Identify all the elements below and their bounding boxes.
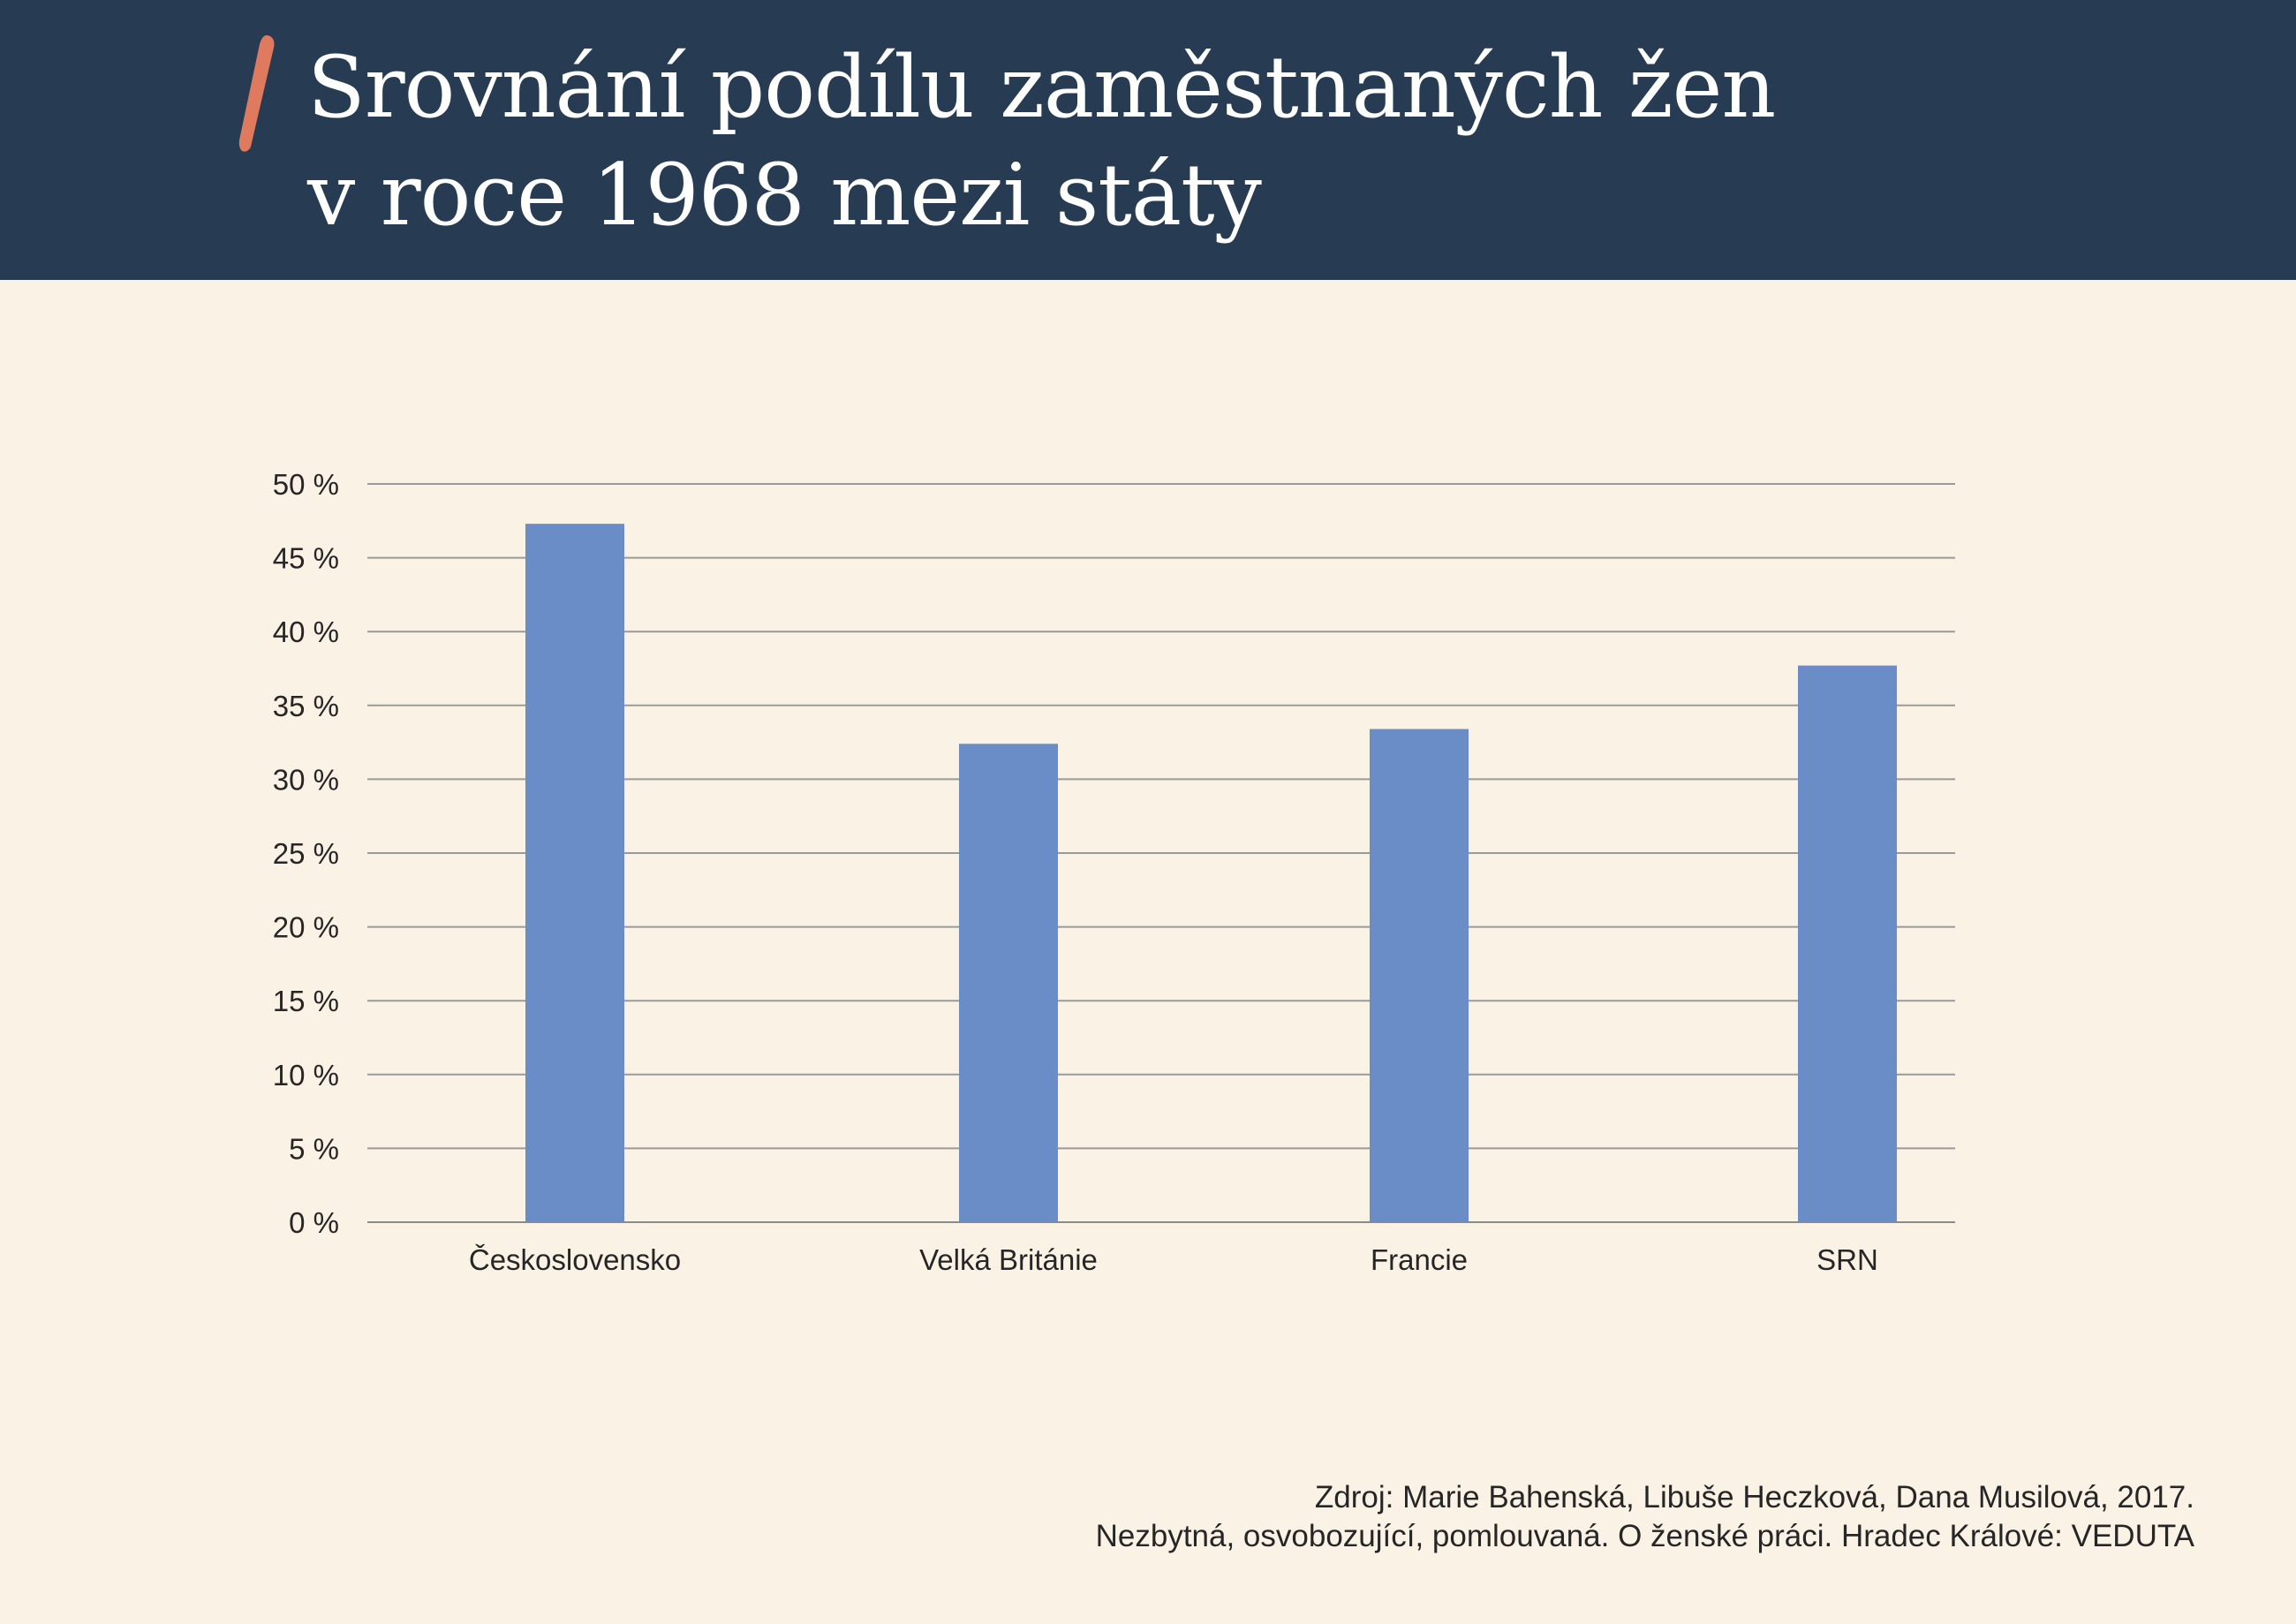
y-tick-label: 20 % [273, 911, 339, 944]
bar [959, 744, 1058, 1222]
y-tick-label: 10 % [273, 1059, 339, 1091]
y-tick-label: 5 % [289, 1132, 339, 1165]
title-line-1: Srovnání podílu zaměstnaných žen [307, 38, 1776, 137]
bar [525, 524, 624, 1222]
bars [525, 524, 1897, 1222]
y-tick-label: 30 % [273, 763, 339, 796]
y-tick-label: 15 % [273, 985, 339, 1017]
header-banner: Srovnání podílu zaměstnaných žen v roce … [0, 0, 2296, 280]
page-title: Srovnání podílu zaměstnaných žen v roce … [307, 34, 2206, 249]
x-axis-tick-labels: Československo Velká Británie Francie SRN [469, 1243, 1878, 1276]
title-line-2: v roce 1968 mezi státy [307, 146, 1262, 245]
source-line-2: Nezbytná, osvobozující, pomlouvaná. O že… [1095, 1519, 2194, 1553]
brush-stroke-icon [238, 35, 275, 152]
source-line-1: Zdroj: Marie Bahenská, Libuše Heczková, … [1314, 1480, 2194, 1514]
x-tick-label: Velká Británie [919, 1243, 1098, 1276]
y-tick-label: 0 % [289, 1206, 339, 1239]
y-tick-label: 25 % [273, 837, 339, 870]
y-tick-label: 45 % [273, 542, 339, 575]
y-axis-tick-labels: 0 % 5 % 10 % 15 % 20 % 25 % 30 % 35 % 40 % 45 % 50… [273, 468, 339, 1239]
bar [1798, 665, 1897, 1222]
x-tick-label: SRN [1816, 1243, 1878, 1276]
y-tick-label: 50 % [273, 468, 339, 501]
gridlines [367, 483, 1955, 1223]
y-tick-label: 35 % [273, 690, 339, 722]
source-citation: Zdroj: Marie Bahenská, Libuše Heczková, … [782, 1478, 2194, 1556]
x-tick-label: Francie [1371, 1243, 1468, 1276]
y-tick-label: 40 % [273, 616, 339, 648]
bar [1370, 729, 1469, 1222]
x-tick-label: Československo [469, 1243, 681, 1276]
